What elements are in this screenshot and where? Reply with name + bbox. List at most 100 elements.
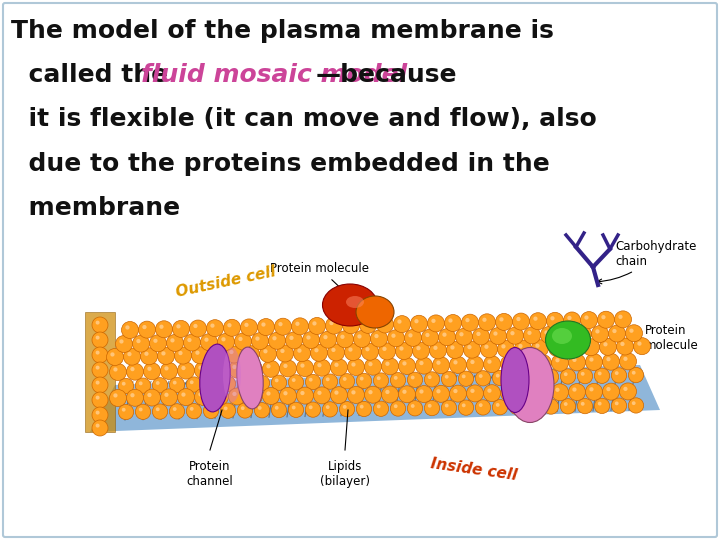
Circle shape (224, 380, 228, 383)
Circle shape (96, 366, 99, 369)
Circle shape (402, 389, 407, 394)
Circle shape (479, 374, 482, 378)
Circle shape (220, 403, 235, 418)
Circle shape (190, 407, 194, 411)
Circle shape (615, 401, 618, 406)
Circle shape (343, 317, 359, 334)
Circle shape (472, 328, 490, 345)
Circle shape (374, 401, 389, 416)
Circle shape (194, 362, 212, 379)
Circle shape (143, 325, 147, 329)
Circle shape (297, 387, 313, 404)
Circle shape (377, 404, 381, 408)
Circle shape (565, 339, 582, 356)
Circle shape (541, 327, 557, 343)
Circle shape (449, 319, 453, 322)
Circle shape (336, 331, 354, 348)
Circle shape (173, 381, 176, 384)
Circle shape (546, 373, 551, 376)
Circle shape (173, 320, 189, 338)
Circle shape (122, 321, 138, 339)
Circle shape (289, 336, 294, 340)
Circle shape (441, 372, 456, 387)
Circle shape (259, 346, 276, 362)
Circle shape (96, 381, 99, 384)
Circle shape (148, 393, 152, 397)
Circle shape (284, 391, 287, 395)
Circle shape (181, 393, 186, 397)
Circle shape (130, 393, 135, 397)
Circle shape (246, 388, 263, 405)
Text: membrane: membrane (11, 196, 180, 220)
Circle shape (428, 315, 444, 332)
Circle shape (385, 390, 390, 394)
Circle shape (246, 349, 251, 354)
Circle shape (411, 404, 415, 408)
Circle shape (143, 389, 161, 406)
Circle shape (297, 360, 313, 376)
Circle shape (459, 400, 474, 415)
Circle shape (295, 322, 300, 326)
Circle shape (139, 408, 143, 411)
Text: Lipids
(bilayer): Lipids (bilayer) (320, 460, 370, 488)
Circle shape (240, 319, 258, 336)
Circle shape (459, 332, 464, 336)
Ellipse shape (323, 284, 377, 326)
Ellipse shape (501, 348, 529, 413)
Circle shape (315, 348, 318, 353)
Circle shape (330, 359, 348, 376)
Circle shape (113, 393, 117, 397)
Circle shape (288, 375, 304, 390)
Circle shape (619, 353, 636, 370)
Circle shape (513, 373, 517, 377)
Circle shape (475, 400, 490, 415)
Circle shape (156, 407, 160, 411)
Circle shape (415, 357, 433, 374)
Circle shape (631, 401, 636, 405)
Circle shape (109, 389, 127, 407)
Circle shape (136, 339, 140, 343)
Circle shape (436, 389, 441, 394)
Circle shape (356, 401, 372, 416)
Circle shape (560, 399, 576, 414)
Circle shape (365, 347, 369, 352)
Circle shape (603, 383, 619, 400)
Circle shape (194, 388, 212, 406)
Circle shape (557, 326, 575, 343)
Circle shape (490, 328, 506, 345)
Circle shape (130, 367, 135, 371)
Circle shape (527, 330, 531, 335)
Circle shape (629, 398, 644, 413)
Circle shape (309, 406, 312, 409)
Circle shape (564, 402, 567, 406)
Circle shape (581, 402, 585, 406)
Circle shape (419, 361, 423, 365)
Circle shape (243, 346, 259, 363)
Circle shape (351, 362, 356, 367)
Circle shape (308, 318, 325, 334)
Circle shape (96, 423, 99, 428)
Circle shape (521, 359, 526, 363)
Circle shape (377, 376, 381, 380)
Circle shape (394, 376, 397, 380)
Circle shape (431, 319, 436, 323)
Circle shape (203, 376, 219, 392)
Circle shape (450, 346, 454, 349)
Circle shape (567, 316, 572, 320)
Circle shape (629, 328, 634, 333)
Circle shape (107, 348, 124, 366)
Circle shape (526, 369, 541, 385)
Circle shape (449, 356, 467, 373)
Circle shape (118, 379, 134, 394)
Circle shape (343, 405, 346, 409)
Circle shape (269, 332, 286, 349)
Circle shape (189, 320, 207, 337)
Circle shape (331, 348, 336, 352)
Circle shape (159, 325, 163, 329)
Circle shape (348, 387, 364, 403)
Circle shape (487, 388, 492, 393)
Circle shape (509, 370, 525, 385)
Text: Protein molecule: Protein molecule (271, 262, 369, 295)
Circle shape (603, 353, 619, 370)
Circle shape (509, 399, 525, 415)
